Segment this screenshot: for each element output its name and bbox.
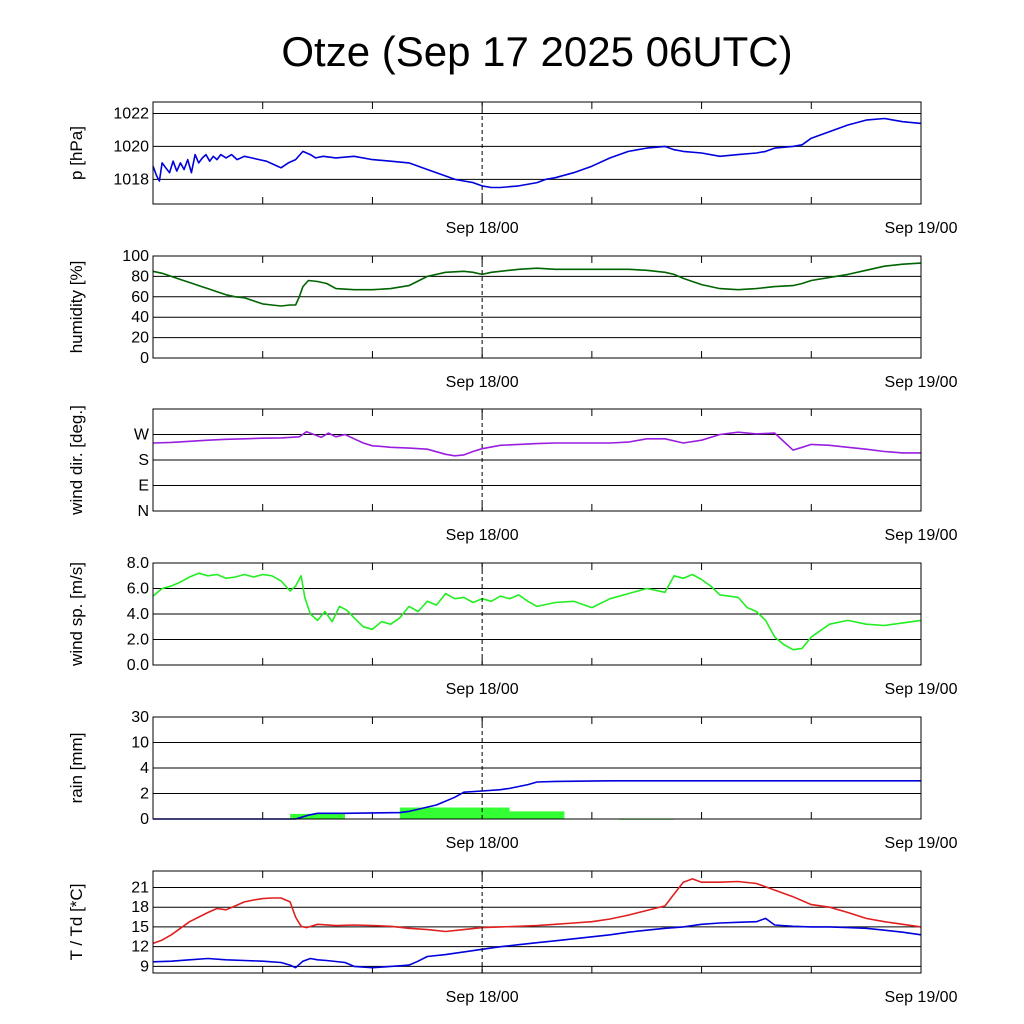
rain-y-tick-label: 0 <box>140 811 149 828</box>
wind_speed-y-tick-label: 8.0 <box>127 555 149 572</box>
wind_speed-y-tick-label: 2.0 <box>127 632 149 649</box>
humidity-y-tick-label: 40 <box>131 309 149 326</box>
panel-pressure: 1018 1020 1022 Sep 18/00 Sep 19/00 p [hPa] <box>67 101 958 237</box>
pressure-x-tick-label: Sep 19/00 <box>885 220 958 237</box>
pressure-y-tick-label: 1018 <box>113 171 149 188</box>
temperature-y-tick-label: 21 <box>131 879 149 896</box>
rain-bar <box>290 813 345 819</box>
rain-y-tick-label: 4 <box>140 760 149 777</box>
temperature-y-tick-label: 9 <box>140 958 149 975</box>
rain-y-tick-label: 30 <box>131 709 149 726</box>
humidity-frame <box>152 255 922 359</box>
temperature-axis-title: T / Td [*C] <box>67 884 86 961</box>
temperature-frame <box>152 870 922 974</box>
humidity-x-tick-label: Sep 19/00 <box>885 374 958 391</box>
pressure-frame <box>152 101 922 205</box>
rain-bar <box>399 807 510 819</box>
wind_speed-y-tick-label: 6.0 <box>127 581 149 598</box>
humidity-y-tick-label: 60 <box>131 289 149 306</box>
wind_direction-x-tick-label: Sep 19/00 <box>885 527 958 544</box>
panel-humidity: 0 20 40 60 80 100 Sep 18/00 Sep 19/00 humidity [… <box>67 248 958 391</box>
rain-x-tick-label: Sep 19/00 <box>885 835 958 852</box>
pressure-y-tick-label: 1020 <box>113 138 149 155</box>
humidity-axis-title: humidity [%] <box>67 261 86 354</box>
humidity-y-tick-label: 20 <box>131 330 149 347</box>
temperature-x-tick-label: Sep 19/00 <box>885 989 958 1006</box>
wind_direction-axis-title: wind dir. [deg.] <box>67 405 86 516</box>
pressure-y-tick-label: 1022 <box>113 106 149 123</box>
wind_direction-series-wind_dir <box>152 430 921 457</box>
chart-title: Otze (Sep 17 2025 06UTC) <box>281 28 792 75</box>
temperature-x-tick-label: Sep 18/00 <box>446 989 519 1006</box>
humidity-series-humidity <box>152 262 922 307</box>
temperature-series-temperature <box>152 878 922 945</box>
wind_speed-frame <box>152 562 922 666</box>
rain-y-tick-label: 2 <box>140 786 149 803</box>
wind_speed-series-wind_speed <box>152 572 922 651</box>
temperature-y-tick-label: 18 <box>131 899 149 916</box>
temperature-y-tick-label: 15 <box>131 919 149 936</box>
wind_speed-y-tick-label: 0.0 <box>127 657 149 674</box>
panel-rain: 0 2 4 10 30 Sep 18/00 Sep 19/00 rain [mm] <box>67 709 958 852</box>
wind_direction-frame <box>152 408 922 512</box>
rain-series-rain_acc <box>153 779 921 820</box>
pressure-series-pressure <box>152 117 922 189</box>
rain-axis-title: rain [mm] <box>67 733 86 804</box>
wind_direction-y-tick-label: N <box>137 503 149 520</box>
rain-frame <box>152 716 922 820</box>
humidity-y-tick-label: 100 <box>122 248 149 265</box>
wind_speed-x-tick-label: Sep 19/00 <box>885 681 958 698</box>
pressure-x-tick-label: Sep 18/00 <box>446 220 519 237</box>
humidity-y-tick-label: 80 <box>131 268 149 285</box>
wind_speed-y-tick-label: 4.0 <box>127 606 149 623</box>
humidity-y-tick-label: 0 <box>140 350 149 367</box>
temperature-y-tick-label: 12 <box>131 939 149 956</box>
wind_direction-x-tick-label: Sep 18/00 <box>446 527 519 544</box>
wind_speed-axis-title: wind sp. [m/s] <box>67 562 86 667</box>
wind_direction-y-tick-label: S <box>138 452 149 469</box>
pressure-axis-title: p [hPa] <box>67 126 86 180</box>
panel-wind_speed: 0.0 2.0 4.0 6.0 8.0 Sep 18/00 Sep 19/00 wind sp… <box>67 555 958 698</box>
panel-temperature: 9 12 15 18 21 Sep 18/00 Sep 19/00 T / Td [*C] <box>67 870 958 1006</box>
rain-x-tick-label: Sep 18/00 <box>446 835 519 852</box>
wind_direction-y-tick-label: E <box>138 478 149 495</box>
humidity-x-tick-label: Sep 18/00 <box>446 374 519 391</box>
wind_speed-x-tick-label: Sep 18/00 <box>446 681 519 698</box>
rain-y-tick-label: 10 <box>131 735 149 752</box>
wind_direction-y-tick-label: W <box>134 427 150 444</box>
rain-bar <box>509 811 565 819</box>
